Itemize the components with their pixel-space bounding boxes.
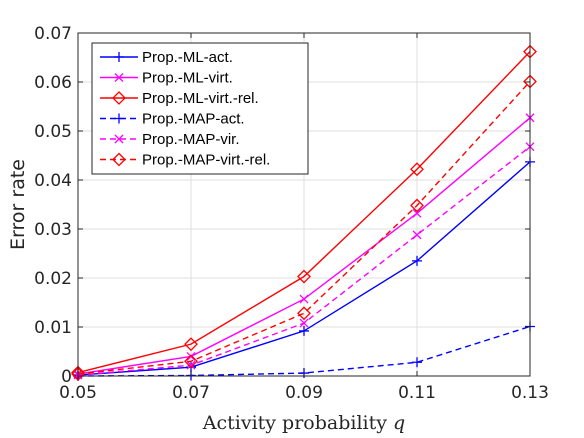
y-tick-label: 0 xyxy=(61,367,72,387)
y-tick-label: 0.02 xyxy=(34,269,72,289)
y-tick-label: 0.06 xyxy=(34,73,72,93)
data-point-diamond xyxy=(297,269,311,284)
series-line xyxy=(77,51,531,374)
data-point-diamond xyxy=(112,152,126,167)
data-point-diamond xyxy=(184,337,198,352)
legend-entry: Prop.-MAP-virt.-rel. xyxy=(100,152,270,169)
y-tick-label: 0.03 xyxy=(34,220,72,240)
legend-label: Prop.-MAP-act. xyxy=(142,111,245,128)
legend-entry: Prop.-ML-act. xyxy=(100,49,233,66)
data-point-diamond xyxy=(112,91,126,105)
x-tick-label: 0.05 xyxy=(59,383,97,403)
legend-label: Prop.-ML-virt.-rel. xyxy=(142,90,259,107)
data-point-plus xyxy=(412,255,422,266)
y-tick-label: 0.05 xyxy=(34,122,72,142)
legend: Prop.-ML-act. Prop.-ML-virt. Prop.-ML-virt… xyxy=(91,42,309,175)
data-point-x xyxy=(299,294,309,304)
data-point-x xyxy=(186,360,196,370)
legend-entry: Prop.-MAP-vir. xyxy=(100,131,240,148)
data-point-x xyxy=(114,73,124,82)
x-tick-label: 0.09 xyxy=(285,383,323,403)
axes: 0.05 0.07 0.09 0.11 0.13 0 0.01 0.02 0.03 0.04 0.0… xyxy=(7,24,549,434)
legend-label: Prop.-MAP-vir. xyxy=(142,131,240,148)
x-tick-label: 0.11 xyxy=(398,383,436,403)
y-tick-label: 0.01 xyxy=(34,318,72,338)
legend-label: Prop.-MAP-virt.-rel. xyxy=(142,152,270,169)
legend-box xyxy=(91,42,309,175)
data-point-diamond xyxy=(410,162,424,177)
legend-entry: Prop.-ML-virt. xyxy=(100,70,233,87)
legend-entry: Prop.-MAP-act. xyxy=(100,111,245,128)
data-point-x xyxy=(186,351,196,361)
data-point-plus xyxy=(114,52,124,62)
x-axis-label: Activity probability q xyxy=(202,412,405,434)
data-point-plus xyxy=(299,325,309,336)
data-point-diamond xyxy=(71,367,85,381)
data-point-diamond xyxy=(410,198,424,213)
y-tick-label: 0.04 xyxy=(34,171,72,191)
x-tick-label: 0.13 xyxy=(511,383,549,403)
y-axis-label: Error rate xyxy=(7,159,29,250)
data-point-plus xyxy=(412,357,422,368)
data-point-x xyxy=(299,318,309,328)
data-point-x xyxy=(412,208,422,218)
legend-label: Prop.-ML-act. xyxy=(142,49,233,66)
data-point-diamond xyxy=(184,354,198,369)
x-tick-label: 0.07 xyxy=(172,383,210,403)
data-point-x xyxy=(412,230,422,240)
legend-entry: Prop.-ML-virt.-rel. xyxy=(100,90,259,107)
data-point-plus xyxy=(114,113,124,124)
data-point-x xyxy=(114,134,124,144)
y-tick-label: 0.07 xyxy=(34,24,72,44)
legend-label: Prop.-ML-virt. xyxy=(142,70,233,87)
data-point-diamond xyxy=(297,306,311,321)
series-line xyxy=(77,81,531,375)
